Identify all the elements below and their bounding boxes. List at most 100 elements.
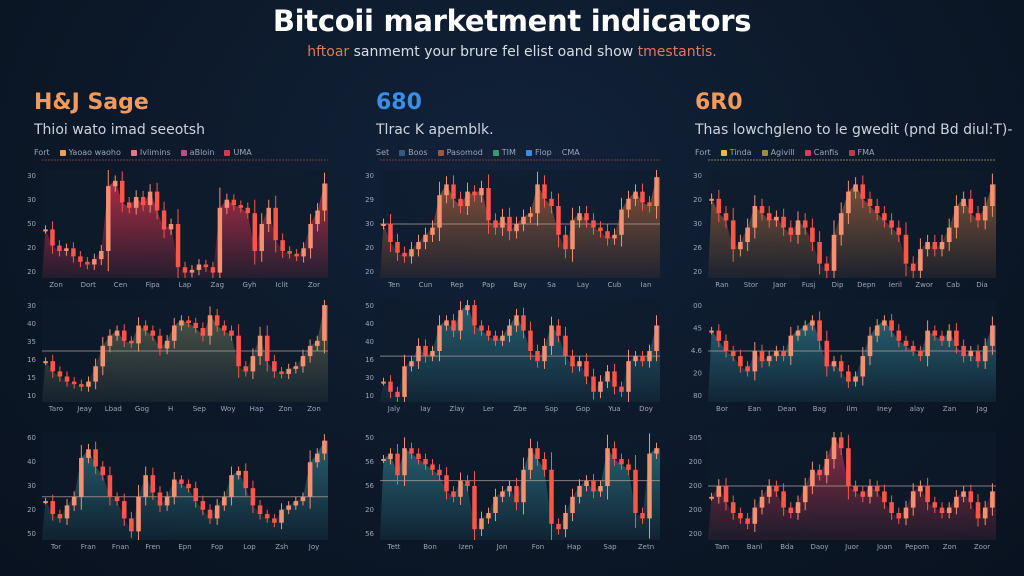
candle-body	[161, 210, 167, 230]
candle-body	[451, 320, 456, 331]
candle-body	[107, 475, 113, 497]
legend-item[interactable]: Fort	[34, 148, 50, 157]
y-tick-label: 20	[693, 196, 702, 204]
candle-body	[961, 345, 966, 357]
column-heading: 680	[376, 90, 422, 115]
x-tick-label: Banl	[747, 543, 763, 551]
candle-body	[626, 198, 631, 210]
candle-body	[43, 229, 48, 232]
x-tick-label: Dia	[976, 281, 988, 289]
legend-item[interactable]: CMA	[562, 148, 580, 157]
candle-body	[93, 449, 98, 467]
candle-body	[147, 191, 153, 206]
candle-body	[521, 216, 526, 224]
legend-item[interactable]: Tinda	[720, 148, 752, 157]
candle-body	[168, 224, 174, 230]
legend-item[interactable]: Agivill	[761, 148, 795, 157]
candle-body	[507, 486, 512, 492]
candle-body	[542, 184, 547, 199]
x-tick-label: Cub	[608, 281, 622, 289]
x-tick-label: Ran	[715, 281, 728, 289]
legend-item[interactable]: Boos	[399, 148, 428, 157]
area-fill	[708, 184, 996, 278]
candle-body	[140, 197, 146, 206]
candle-body	[171, 479, 177, 497]
candle-body	[521, 469, 526, 503]
legend-item[interactable]: Flop	[525, 148, 552, 157]
x-tick-label: Dean	[778, 405, 796, 413]
y-tick-label: 16	[27, 356, 36, 364]
candle-body	[535, 448, 540, 459]
legend-item[interactable]: Set	[376, 148, 389, 157]
candlestick-chart: 30 29 30 20 20 Ten Cun Rep Pap Bay Sa Lay Cub Ian	[365, 170, 660, 289]
y-tick-label: 20	[27, 506, 36, 514]
candle-body	[556, 523, 561, 530]
candle-body	[910, 263, 916, 271]
candle-body	[939, 507, 945, 513]
legend-label: Fort	[695, 148, 711, 157]
legend-item[interactable]: Pasomod	[437, 148, 483, 157]
candle-body	[402, 448, 407, 476]
candle-body	[402, 252, 407, 257]
y-tick-label: 20	[693, 370, 702, 378]
x-tick-label: Cen	[114, 281, 128, 289]
candle-body	[961, 491, 966, 497]
candle-body	[409, 448, 414, 454]
legend-item[interactable]: Yaoao waoho	[59, 148, 121, 157]
legend-label: Pasomod	[446, 148, 483, 157]
y-tick-label: 40	[27, 320, 36, 328]
candle-body	[584, 361, 589, 377]
candle-body	[71, 496, 77, 506]
x-tick-label: Sap	[603, 543, 617, 551]
candle-body	[57, 245, 62, 251]
candle-body	[563, 234, 568, 250]
y-tick-label: 4.6	[691, 347, 703, 355]
y-tick-label: 40	[365, 320, 374, 328]
x-tick-label: Zon	[279, 405, 293, 413]
candle-body	[817, 469, 822, 476]
column-heading: H&J Sage	[34, 90, 149, 115]
candle-body	[381, 381, 386, 384]
candle-body	[243, 366, 249, 372]
x-tick-label: Bda	[780, 543, 794, 551]
candle-body	[500, 335, 505, 341]
candle-body	[395, 391, 400, 397]
candle-body	[416, 242, 421, 250]
legend-item[interactable]: UMA	[224, 148, 252, 157]
candle-body	[280, 240, 285, 251]
candle-body	[493, 496, 498, 513]
candlestick-chart: 50 40 40 16 30 10 Jaly Iay Zlay Ler Zbe Sop Gop Yua Do…	[365, 300, 660, 413]
candle-body	[745, 518, 750, 524]
candle-body	[100, 466, 106, 476]
candle-body	[451, 184, 456, 199]
candle-body	[542, 459, 547, 470]
subtitle-accent-end: tmestantis.	[637, 44, 717, 60]
x-tick-label: Zsh	[275, 543, 288, 551]
candle-body	[788, 335, 794, 357]
x-tick-label: Yua	[607, 405, 620, 413]
legend-item[interactable]: aBloin	[180, 148, 214, 157]
candle-body	[307, 345, 313, 357]
candle-body	[556, 325, 561, 336]
x-tick-label: Fren	[145, 543, 160, 551]
legend-item[interactable]: FMA	[848, 148, 875, 157]
candle-body	[654, 177, 659, 206]
candle-body	[50, 501, 56, 515]
candle-body	[654, 448, 659, 454]
candle-body	[647, 453, 652, 519]
x-tick-label: alay	[910, 405, 925, 413]
candle-body	[795, 330, 801, 336]
candle-body	[293, 501, 299, 506]
legend-item[interactable]: Ivlimins	[130, 148, 171, 157]
candle-body	[266, 207, 271, 224]
legend-item[interactable]: Fort	[695, 148, 711, 157]
candle-body	[129, 340, 134, 344]
y-tick-label: 40	[27, 458, 36, 466]
candlestick-chart: 305 200 200 200 200 Tam Banl Bda Daoy Juor Joan Pep…	[689, 432, 996, 551]
x-tick-label: Tett	[387, 543, 401, 551]
legend-item[interactable]: TIM	[492, 148, 516, 157]
candle-body	[229, 475, 234, 497]
y-tick-label: 50	[27, 530, 36, 538]
legend-item[interactable]: Canfis	[804, 148, 839, 157]
candle-body	[272, 361, 277, 372]
